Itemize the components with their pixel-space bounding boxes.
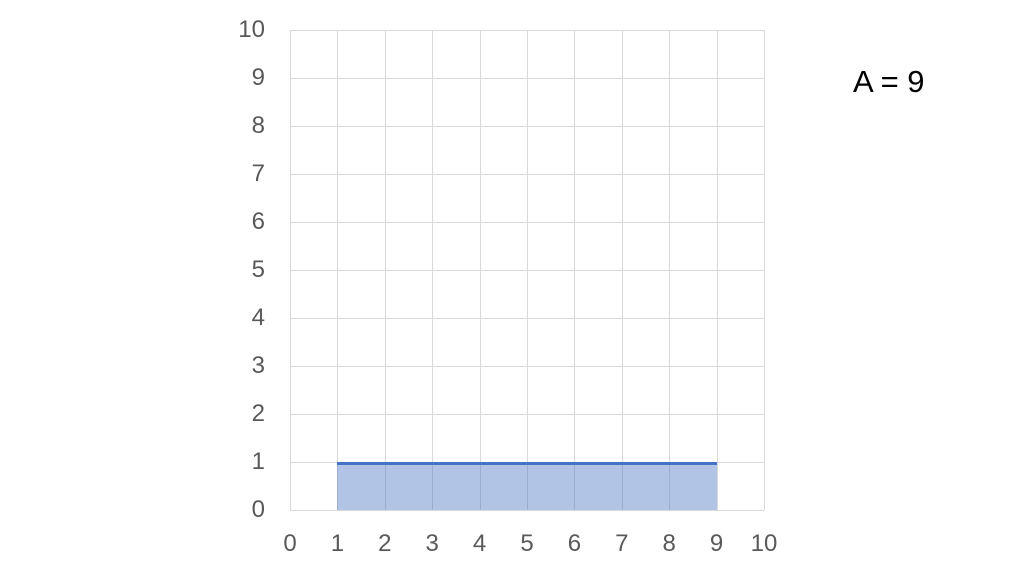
x-tick-label: 8 [662, 530, 676, 557]
gridline-horizontal [290, 366, 764, 367]
gridline-horizontal [290, 414, 764, 415]
x-tick-label: 9 [709, 530, 724, 557]
y-tick-label: 4 [251, 304, 265, 331]
x-tick-label: 5 [520, 530, 534, 557]
gridline-horizontal [290, 510, 764, 511]
x-tick-label: 10 [750, 530, 778, 557]
x-tick-label: 7 [615, 530, 629, 557]
x-tick-label: 6 [567, 530, 582, 557]
y-tick-label: 2 [251, 400, 265, 427]
y-tick-label: 7 [251, 160, 265, 187]
gridline-horizontal [290, 270, 764, 271]
x-tick-label: 3 [425, 530, 439, 557]
y-tick-label: 10 [238, 16, 265, 43]
area-annotation-label: A = 9 [853, 64, 925, 99]
y-tick-label: 0 [251, 496, 265, 523]
x-tick-label: 1 [330, 530, 345, 557]
gridline-horizontal [290, 126, 764, 127]
y-tick-label: 8 [251, 112, 265, 139]
x-tick-label: 2 [378, 530, 392, 557]
gridline-horizontal [290, 318, 764, 319]
y-tick-label: 9 [251, 64, 265, 91]
gridline-horizontal [290, 30, 764, 31]
area-rectangle [337, 462, 717, 510]
x-tick-label: 0 [283, 530, 297, 557]
y-tick-label: 3 [251, 352, 265, 379]
y-tick-label: 5 [251, 256, 265, 283]
gridline-vertical [764, 30, 765, 510]
x-tick-label: 4 [472, 530, 487, 557]
plot-area [290, 30, 765, 511]
gridline-horizontal [290, 222, 764, 223]
y-tick-label: 1 [251, 448, 265, 475]
gridline-horizontal [290, 78, 764, 79]
gridline-horizontal [290, 174, 764, 175]
y-tick-label: 6 [251, 208, 265, 235]
